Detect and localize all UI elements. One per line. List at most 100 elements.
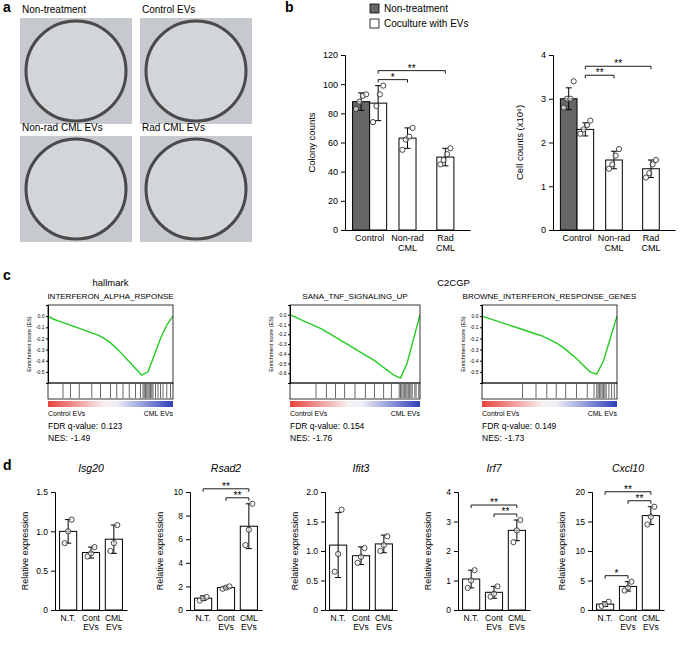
stat-label: NES:	[482, 433, 502, 443]
tick-mark	[46, 327, 48, 328]
hit-line	[598, 384, 599, 398]
stat-value: 0.123	[101, 421, 123, 431]
tick-mark	[480, 316, 482, 317]
tick-label: N.T.	[331, 613, 346, 623]
data-point	[204, 594, 209, 599]
data-point	[111, 541, 116, 546]
x-tick: ContEVs	[82, 610, 101, 632]
plate-label: Control EVs	[142, 4, 195, 15]
legend: Non-treatmentCoculture with EVs	[370, 3, 468, 29]
tick-mark	[341, 201, 345, 202]
y-tick: 2	[446, 546, 458, 556]
hit-line	[587, 384, 588, 398]
axis-line	[191, 610, 263, 611]
tick-label: 4	[541, 50, 546, 60]
plot-frame	[290, 305, 420, 383]
hit-line	[100, 384, 101, 398]
tick-label: -0.4	[470, 358, 479, 364]
tick-label: CMLEVs	[508, 613, 526, 632]
y-tick: 0	[333, 225, 345, 235]
tick-label: ContEVs	[217, 613, 236, 632]
bar-chart: 00.51.01.5N.T.ContEVsCMLEVsRelative expr…	[20, 462, 128, 632]
tick-label: -0.5	[470, 369, 479, 375]
y-axis-title: Relative expression	[557, 512, 567, 591]
tick-label: 10	[576, 546, 586, 556]
data-point	[92, 544, 97, 549]
data-point	[410, 125, 415, 130]
tick-label: -0.4	[36, 358, 45, 364]
x-tick: ContEVs	[619, 610, 638, 632]
plate-image	[140, 136, 252, 242]
es-curve	[482, 316, 617, 374]
tick-label: N.T.	[61, 613, 76, 623]
significance-label: **	[234, 490, 242, 501]
y-tick: -0.4	[470, 358, 482, 364]
stat-label: NES:	[290, 433, 310, 443]
tick-mark	[288, 373, 290, 374]
bar	[370, 103, 387, 230]
x-tick: ContEVs	[352, 610, 371, 632]
data-point	[332, 569, 337, 574]
y-axis: 0246810	[174, 487, 191, 615]
tick-mark	[321, 581, 325, 582]
enrichment-plot: Control EVsCML EVsFDR q-value:0.123NES:-…	[26, 292, 174, 443]
y-tick: 20	[328, 196, 345, 206]
tick-label: -0.1	[278, 322, 287, 328]
chart-title: Isg20	[78, 462, 104, 474]
y-tick: 10	[576, 546, 592, 556]
data-point	[357, 99, 362, 104]
y-tick: 120	[323, 50, 345, 60]
data-point	[571, 79, 576, 84]
error-bar	[65, 520, 71, 544]
tick-label: -0.2	[36, 336, 45, 342]
tick-mark	[454, 492, 458, 493]
chart-title: BROWNE_INTERFERON_RESPONSE_GENES	[463, 292, 637, 301]
tick-label: 1.5	[36, 487, 48, 497]
plot-area	[60, 517, 123, 610]
tick-mark	[288, 364, 290, 365]
phenotype-label: CML EVs	[588, 410, 618, 417]
hit-line	[149, 384, 150, 398]
tick-label: 0.0	[472, 313, 479, 319]
tick-label: 0	[313, 605, 318, 615]
hit-line	[522, 384, 523, 398]
error-bar	[514, 520, 520, 541]
x-axis: N.T.ContEVsCMLEVs	[459, 610, 531, 632]
tick-mark	[341, 84, 345, 85]
hit-line	[416, 384, 417, 398]
tick-mark	[321, 492, 325, 493]
hit-line	[565, 384, 566, 398]
data-point	[588, 118, 593, 123]
tick-mark	[288, 354, 290, 355]
tick-mark	[549, 230, 553, 231]
data-point	[511, 540, 516, 545]
y-tick: -0.2	[470, 336, 482, 342]
hit-line	[536, 384, 537, 398]
stat-label: FDR q-value:	[482, 421, 532, 431]
tick-label: -0.6	[278, 370, 287, 376]
x-axis: ControlNon-radCMLRadCML	[346, 230, 471, 253]
tick-mark	[549, 143, 553, 144]
tick-label: 0.0	[38, 313, 45, 319]
data-point	[381, 543, 386, 548]
x-tick: RadCML	[436, 230, 455, 253]
hit-line	[594, 384, 595, 398]
tick-label: 0	[446, 605, 451, 615]
y-tick: 0.0	[280, 312, 290, 318]
hit-line	[160, 384, 161, 398]
hit-line	[135, 384, 136, 398]
hit-line	[166, 384, 167, 398]
data-point	[469, 578, 474, 583]
collection-title: hallmark	[93, 277, 129, 288]
hit-line	[556, 384, 557, 398]
tick-label: RadCML	[641, 233, 660, 253]
data-point	[378, 548, 383, 553]
tick-mark	[288, 344, 290, 345]
tick-mark	[46, 338, 48, 339]
hit-line	[401, 384, 402, 398]
y-tick: 1.0	[36, 527, 55, 537]
plate-well	[146, 139, 246, 239]
y-tick: -0.5	[278, 361, 290, 367]
axis-line	[588, 493, 593, 611]
tick-mark	[549, 55, 553, 56]
